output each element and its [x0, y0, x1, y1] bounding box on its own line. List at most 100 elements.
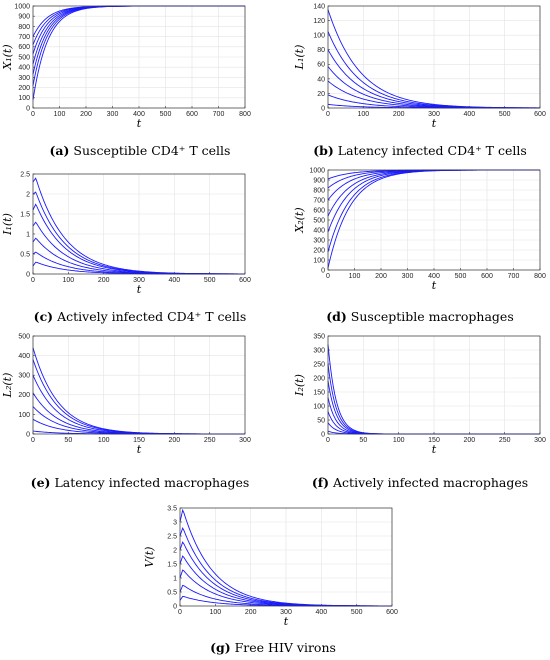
y-tick-label: 0: [26, 271, 30, 278]
chart-panel-e: 0 50 100 150 200 250 300 0 100 200 300 400 500 t L₂(t): [0, 330, 265, 458]
x-tick-label: 200: [80, 111, 92, 118]
x-tick-label: 100: [349, 273, 361, 280]
plot-frame: [32, 335, 246, 435]
caption-e-letter: (e): [30, 475, 51, 490]
x-tick-label: 600: [534, 111, 546, 118]
caption-e-text: Latency infected macrophages: [54, 475, 250, 490]
y-tick-label: 0.5: [167, 589, 177, 596]
caption-d-text: Susceptible macrophages: [350, 309, 514, 324]
y-tick-label: 140: [313, 3, 325, 10]
y-tick-label: 2.5: [20, 171, 30, 178]
y-tick-label: 0.5: [20, 251, 30, 258]
y-tick-label: 1.5: [167, 561, 177, 568]
x-tick-label: 0: [178, 609, 182, 616]
y-axis-title: L₂(t): [1, 373, 14, 399]
x-tick-label: 500: [160, 111, 172, 118]
x-tick-label: 150: [428, 437, 440, 444]
y-tick-label: 600: [18, 44, 30, 51]
y-tick-label: 20: [317, 91, 325, 98]
y-tick-label: 300: [18, 373, 30, 380]
x-tick-label: 300: [239, 437, 251, 444]
x-tick-label: 300: [107, 111, 119, 118]
x-tick-label: 100: [98, 437, 110, 444]
x-tick-label: 600: [386, 609, 398, 616]
x-tick-label: 600: [186, 111, 198, 118]
y-tick-label: 100: [313, 257, 325, 264]
y-tick-label: 80: [317, 47, 325, 54]
x-tick-label: 100: [62, 277, 74, 284]
y-tick-label: 120: [313, 18, 325, 25]
chart-panel-f: 0 50 100 150 200 250 300 0 50 100 150 200 250 300 350 t…: [292, 330, 550, 458]
y-tick-label: 100: [313, 33, 325, 40]
x-tick-label: 200: [463, 437, 475, 444]
x-tick-label: 600: [481, 273, 493, 280]
x-tick-label: 0: [326, 273, 330, 280]
x-tick-label: 800: [534, 273, 546, 280]
x-axis-title: t: [137, 117, 142, 130]
chart-d: 0 100 200 300 400 500 600 700 800 0 100 200 300 400 50…: [293, 167, 546, 292]
y-axis-title: I₁(t): [1, 213, 14, 236]
y-tick-label: 400: [18, 353, 30, 360]
y-tick-label: 700: [313, 197, 325, 204]
x-tick-label: 250: [499, 437, 511, 444]
y-axis-title: L₁(t): [293, 45, 306, 71]
x-tick-label: 400: [463, 111, 475, 118]
caption-a-letter: (a): [49, 143, 70, 158]
x-tick-label: 100: [209, 609, 221, 616]
y-tick-label: 60: [317, 62, 325, 69]
y-tick-label: 600: [313, 207, 325, 214]
x-tick-label: 50: [64, 437, 72, 444]
x-tick-label: 500: [204, 277, 216, 284]
caption-g-letter: (g): [210, 640, 231, 655]
y-tick-label: 400: [18, 65, 30, 72]
y-tick-label: 300: [313, 347, 325, 354]
y-tick-label: 1000: [309, 167, 325, 174]
chart-a: 0 100 200 300 400 500 600 700 800 0 100 200 300 400 50…: [1, 3, 251, 130]
x-tick-label: 700: [508, 273, 520, 280]
caption-c: (c) Actively infected CD4⁺ T cells: [0, 309, 280, 324]
y-tick-label: 500: [313, 217, 325, 224]
x-tick-label: 400: [315, 609, 327, 616]
x-tick-label: 700: [213, 111, 225, 118]
x-tick-label: 100: [393, 437, 405, 444]
y-tick-label: 3: [173, 519, 177, 526]
y-tick-label: 1: [26, 231, 30, 238]
x-tick-label: 0: [31, 111, 35, 118]
x-tick-label: 0: [31, 277, 35, 284]
y-tick-label: 50: [317, 417, 325, 424]
x-tick-label: 100: [54, 111, 66, 118]
caption-a: (a) Susceptible CD4⁺ T cells: [0, 143, 280, 158]
y-tick-label: 1.5: [20, 211, 30, 218]
y-tick-label: 40: [317, 76, 325, 83]
y-tick-label: 0: [321, 105, 325, 112]
y-tick-label: 400: [313, 227, 325, 234]
caption-b-letter: (b): [313, 143, 334, 158]
caption-b-text: Latency infected CD4⁺ T cells: [337, 143, 527, 158]
x-tick-label: 500: [351, 609, 363, 616]
x-tick-label: 150: [133, 437, 145, 444]
x-axis-title: t: [284, 615, 289, 628]
caption-d-letter: (d): [326, 309, 347, 324]
caption-f-text: Actively infected macrophages: [333, 475, 529, 490]
x-tick-label: 400: [133, 111, 145, 118]
chart-f: 0 50 100 150 200 250 300 0 50 100 150 200 250 300 350 t…: [293, 333, 546, 456]
plot-frame: [327, 169, 541, 271]
x-tick-label: 300: [280, 609, 292, 616]
y-tick-label: 100: [18, 95, 30, 102]
caption-b: (b) Latency infected CD4⁺ T cells: [290, 143, 550, 158]
x-axis-title: t: [432, 279, 437, 292]
y-tick-label: 100: [313, 403, 325, 410]
plot-frame: [32, 5, 246, 109]
x-tick-label: 300: [534, 437, 546, 444]
x-tick-label: 250: [204, 437, 216, 444]
chart-c: 0 100 200 300 400 500 600 0 0.5 1 1.5 2 2.5 t I₁(t): [1, 171, 251, 296]
y-tick-label: 250: [313, 361, 325, 368]
y-tick-label: 800: [313, 187, 325, 194]
x-tick-label: 500: [455, 273, 467, 280]
x-axis-title: t: [137, 443, 142, 456]
y-tick-label: 2: [26, 191, 30, 198]
caption-f: (f) Actively infected macrophages: [290, 475, 550, 490]
y-tick-label: 0: [321, 267, 325, 274]
y-tick-label: 2.5: [167, 533, 177, 540]
